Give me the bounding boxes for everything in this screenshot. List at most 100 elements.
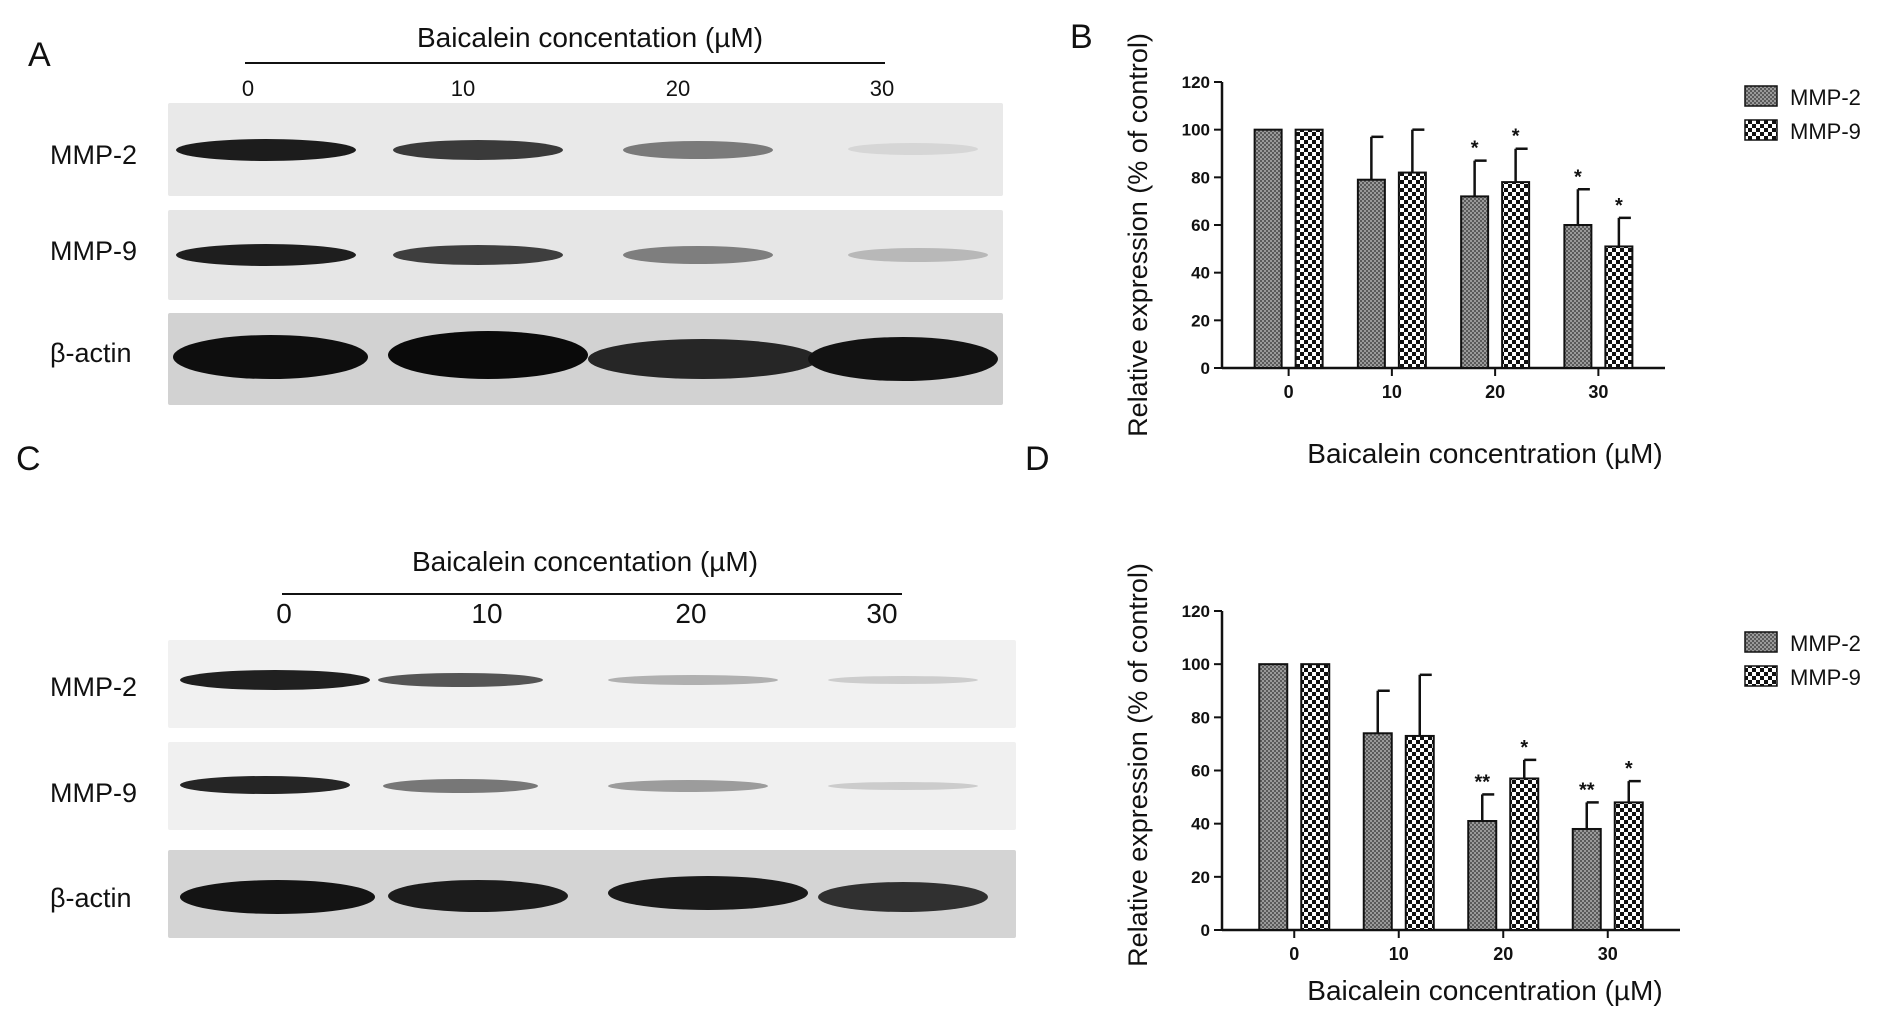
- chart-d-xtick-label: 0: [1289, 944, 1299, 964]
- blot-c-title: Baicalein concentation (µM): [411, 546, 759, 577]
- blot-a-band-mmp2-30: [848, 143, 978, 155]
- chart-b-xtick-label: 10: [1382, 382, 1402, 402]
- chart-d-xtick-label: 20: [1493, 944, 1513, 964]
- blot-a-band-mmp2-20: [623, 141, 773, 159]
- blot-c-band-actin-20: [608, 876, 808, 910]
- chart-b-ylabel: Relative expression (% of control): [1123, 33, 1153, 437]
- chart-b-legend-swatch-mmp9: [1744, 119, 1778, 141]
- chart-b-xtick-label: 30: [1588, 382, 1608, 402]
- chart-d-bar-mmp2-10: [1362, 732, 1393, 931]
- blot-c-band-actin-0: [180, 880, 375, 914]
- blot-c-row-label-actin: β-actin: [50, 883, 132, 913]
- chart-d-xtick-label: 30: [1598, 944, 1618, 964]
- chart-b-ytick-label: 40: [1191, 264, 1210, 283]
- chart-d-bar-mmp2-20: [1467, 820, 1498, 931]
- blot-c-strip-mmp2: [168, 640, 1016, 728]
- chart-b-significance-label: *: [1512, 126, 1520, 148]
- chart-b-ytick-label: 60: [1191, 216, 1210, 235]
- blot-c-band-mmp2-0: [180, 670, 370, 690]
- blot-c-band-mmp9-20: [608, 780, 768, 792]
- chart-d-xtick-label: 10: [1389, 944, 1409, 964]
- chart-d-significance-label: *: [1520, 737, 1528, 759]
- panel-letter-c: C: [16, 440, 41, 478]
- chart-b-legend-label-mmp9: MMP-9: [1790, 119, 1861, 144]
- chart-b-ytick-label: 120: [1182, 73, 1210, 92]
- blot-c-strip-mmp9: [168, 742, 1016, 830]
- chart-d-significance-label: *: [1625, 758, 1633, 780]
- blot-c-band-mmp9-0: [180, 776, 350, 794]
- blot-a-band-actin-0: [173, 335, 368, 379]
- blot-a-lane-30: 30: [869, 76, 895, 101]
- chart-b-bar-mmp2-0: [1253, 128, 1283, 369]
- chart-d-bar-mmp2-30: [1571, 827, 1602, 932]
- blot-c-lane-0: 0: [276, 598, 292, 629]
- chart-b-xtick-label: 20: [1485, 382, 1505, 402]
- blot-a-lane-0: 0: [241, 76, 255, 101]
- chart-d-ytick-label: 80: [1191, 708, 1210, 727]
- blot-c-band-mmp2-30: [828, 676, 978, 684]
- chart-d-bar-mmp2-0: [1258, 663, 1289, 932]
- chart-b-bar-mmp9-10: [1397, 171, 1427, 369]
- chart-d-ytick-label: 120: [1182, 602, 1210, 621]
- chart-b-legend-swatch-mmp2: [1744, 85, 1778, 107]
- chart-d-legend-label-mmp9: MMP-9: [1790, 665, 1861, 690]
- blot-c-band-mmp9-10: [383, 779, 538, 793]
- blot-a-row-label-actin: β-actin: [50, 338, 132, 368]
- blot-a-band-mmp2-10: [393, 140, 563, 160]
- blot-c-band-actin-10: [388, 880, 568, 912]
- chart-b-xtick-label: 0: [1284, 382, 1294, 402]
- blot-a-lane-20: 20: [665, 76, 691, 101]
- blot-a-band-mmp2-0: [176, 139, 356, 161]
- chart-d-legend-swatch-mmp2: [1744, 631, 1778, 653]
- chart-d-ytick-label: 20: [1191, 868, 1210, 887]
- chart-d-ytick-label: 100: [1182, 655, 1210, 674]
- chart-d-ylabel: Relative expression (% of control): [1123, 563, 1153, 967]
- blot-c-strip-actin: [168, 850, 1016, 938]
- chart-b-ytick-label: 20: [1191, 311, 1210, 330]
- blot-c-lane-30: 30: [866, 598, 898, 629]
- chart-d-legend-swatch-mmp9: [1744, 665, 1778, 687]
- chart-d-bar-mmp9-30: [1613, 801, 1644, 931]
- panel-letter-a: A: [28, 36, 51, 74]
- chart-d-significance-label: **: [1474, 771, 1490, 793]
- chart-b-xlabel: Baicalein concentration (µM): [1307, 438, 1662, 469]
- blot-a-band-actin-20: [588, 339, 818, 379]
- chart-b-bar-mmp2-10: [1356, 178, 1386, 369]
- chart-b-plot: 0 20 40 60 80 100 120 0 10 20 * * 30 * *: [1182, 73, 1665, 402]
- chart-b-ytick-label: 100: [1182, 121, 1210, 140]
- chart-d-bar-mmp9-10: [1404, 734, 1435, 931]
- chart-d-legend-label-mmp2: MMP-2: [1790, 631, 1861, 656]
- chart-b-bar-mmp2-30: [1563, 224, 1593, 369]
- blot-a-row-label-mmp2: MMP-2: [50, 140, 137, 170]
- chart-b-legend-label-mmp2: MMP-2: [1790, 85, 1861, 110]
- chart-d-ytick-label: 0: [1201, 921, 1210, 940]
- chart-b-legend: MMP-2 MMP-9: [1744, 85, 1861, 144]
- chart-b-bar-mmp9-0: [1294, 128, 1324, 369]
- chart-b-ytick-label: 0: [1201, 359, 1210, 378]
- blot-c-row-label-mmp9: MMP-9: [50, 778, 137, 808]
- blot-a-row-label-mmp9: MMP-9: [50, 236, 137, 266]
- blot-c-lane-10: 10: [471, 598, 503, 629]
- panel-letter-d: D: [1025, 440, 1050, 478]
- chart-b-significance-label: *: [1471, 138, 1479, 160]
- blot-c-band-mmp9-30: [828, 782, 978, 790]
- blot-a-band-mmp9-30: [848, 248, 988, 262]
- blot-a-strip-mmp9: [168, 210, 1003, 300]
- blot-c-band-mmp2-10: [378, 673, 543, 687]
- chart-d-legend: MMP-2 MMP-9: [1744, 631, 1861, 690]
- chart-d-ytick-label: 40: [1191, 815, 1210, 834]
- blot-c-lane-20: 20: [675, 598, 707, 629]
- blot-a-band-mmp9-0: [176, 244, 356, 266]
- chart-d-xlabel: Baicalein concentration (µM): [1307, 975, 1662, 1006]
- blot-a-title: Baicalein concentation (µM): [416, 22, 764, 53]
- blot-a-band-actin-10: [388, 331, 588, 379]
- blot-a-band-actin-30: [808, 337, 998, 381]
- blot-a-band-mmp9-10: [393, 245, 563, 265]
- chart-d-bar-mmp9-20: [1509, 777, 1540, 931]
- blot-a-strip-actin: [168, 313, 1003, 405]
- blot-a-lane-10: 10: [450, 76, 476, 101]
- blot-a-title-underline: [245, 62, 885, 64]
- blot-c-band-actin-30: [818, 882, 988, 912]
- chart-b-bar-mmp9-30: [1604, 245, 1634, 369]
